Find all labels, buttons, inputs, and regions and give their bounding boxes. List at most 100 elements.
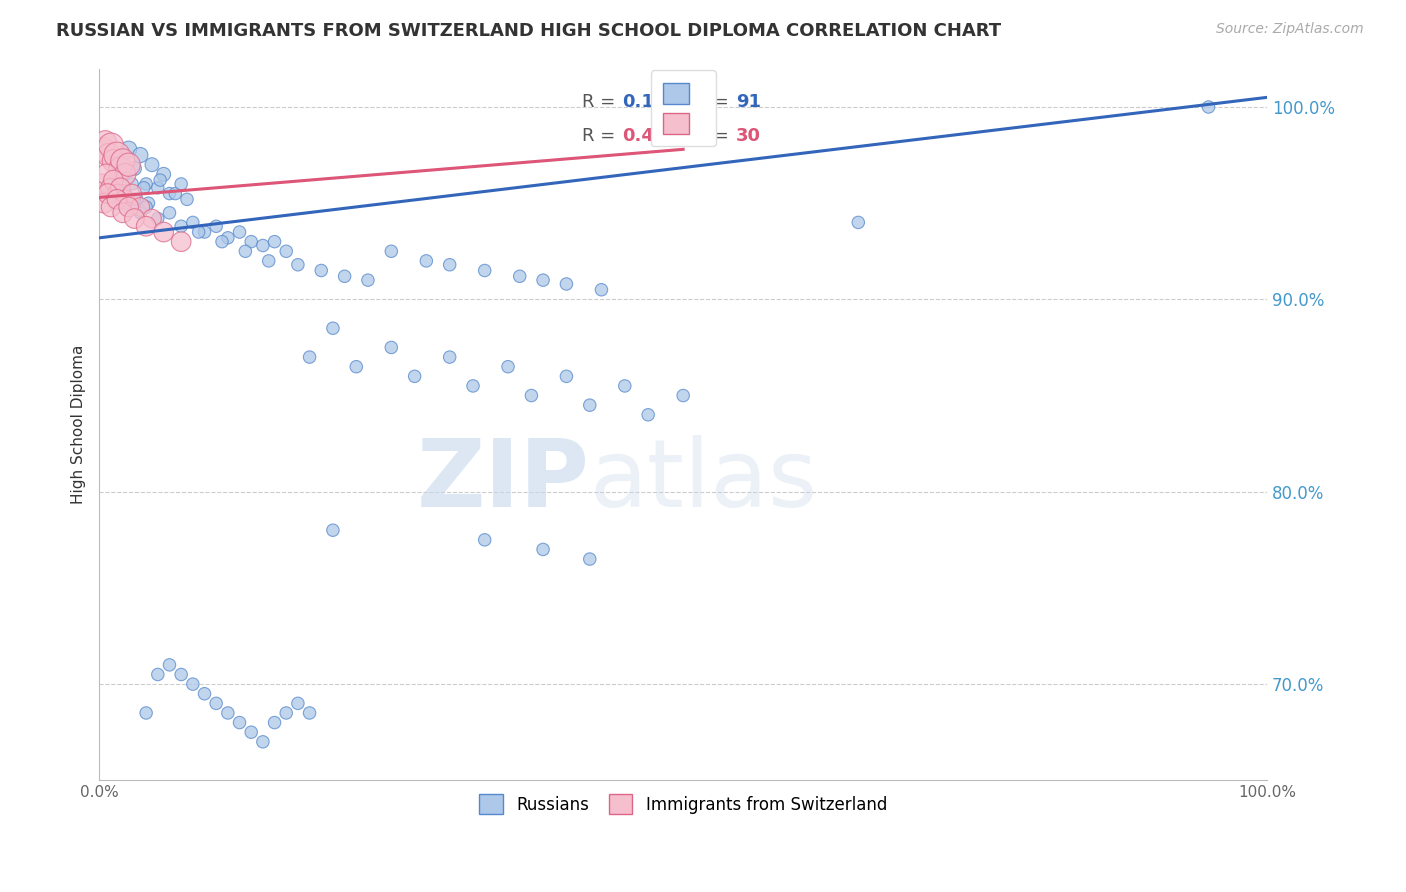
Point xyxy=(93,196,115,211)
Point xyxy=(555,369,578,384)
Point xyxy=(146,211,169,226)
Text: Source: ZipAtlas.com: Source: ZipAtlas.com xyxy=(1216,22,1364,37)
Point xyxy=(103,173,125,187)
Point xyxy=(114,186,136,201)
Text: 0.187: 0.187 xyxy=(623,94,679,112)
Point xyxy=(672,388,695,402)
Point xyxy=(111,206,134,220)
Point xyxy=(187,225,209,239)
Point xyxy=(217,231,239,245)
Point xyxy=(135,177,157,191)
Point xyxy=(149,173,172,187)
Text: 0.466: 0.466 xyxy=(623,127,679,145)
Point xyxy=(117,200,139,214)
Text: 91: 91 xyxy=(735,94,761,112)
Point xyxy=(1198,100,1220,114)
Point xyxy=(114,192,136,206)
Point xyxy=(141,211,163,226)
Text: R =: R = xyxy=(582,94,620,112)
Point xyxy=(129,206,152,220)
Point xyxy=(146,181,169,195)
Point xyxy=(333,269,356,284)
Point xyxy=(287,258,309,272)
Point xyxy=(205,697,228,711)
Point xyxy=(105,153,128,168)
Point xyxy=(276,706,298,720)
Point xyxy=(637,408,659,422)
Point xyxy=(846,215,869,229)
Point xyxy=(117,200,139,214)
Point xyxy=(181,215,204,229)
Point xyxy=(146,667,169,681)
Point xyxy=(322,321,344,335)
Point xyxy=(357,273,380,287)
Point xyxy=(159,657,181,672)
Point xyxy=(135,200,157,214)
Point xyxy=(263,715,285,730)
Point xyxy=(461,379,484,393)
Point xyxy=(298,350,321,364)
Point xyxy=(257,253,280,268)
Point xyxy=(100,200,122,214)
Point xyxy=(103,153,125,168)
Point xyxy=(170,219,193,234)
Point xyxy=(474,533,496,547)
Point xyxy=(97,148,120,162)
Point xyxy=(125,192,148,206)
Y-axis label: High School Diploma: High School Diploma xyxy=(72,344,86,504)
Point xyxy=(165,186,187,201)
Point xyxy=(124,161,146,176)
Text: 30: 30 xyxy=(735,127,761,145)
Point xyxy=(181,677,204,691)
Point xyxy=(496,359,519,374)
Point xyxy=(474,263,496,277)
Point xyxy=(240,725,263,739)
Point xyxy=(170,177,193,191)
Point xyxy=(100,138,122,153)
Point xyxy=(439,350,461,364)
Point xyxy=(111,167,134,181)
Point xyxy=(105,186,128,201)
Point xyxy=(117,142,139,156)
Point xyxy=(170,667,193,681)
Point xyxy=(520,388,543,402)
Point xyxy=(404,369,426,384)
Point xyxy=(100,177,122,191)
Point xyxy=(98,181,121,195)
Point xyxy=(114,167,136,181)
Point xyxy=(439,258,461,272)
Point xyxy=(152,225,174,239)
Text: atlas: atlas xyxy=(589,435,818,527)
Text: N =: N = xyxy=(683,94,735,112)
Point xyxy=(105,186,128,201)
Point xyxy=(531,542,554,557)
Point xyxy=(235,244,257,259)
Point xyxy=(129,148,152,162)
Point xyxy=(94,135,117,149)
Point xyxy=(217,706,239,720)
Point xyxy=(322,523,344,537)
Point xyxy=(111,196,134,211)
Point xyxy=(121,186,143,201)
Point xyxy=(298,706,321,720)
Point xyxy=(105,148,128,162)
Point xyxy=(380,244,402,259)
Point xyxy=(509,269,531,284)
Point xyxy=(287,697,309,711)
Point xyxy=(170,235,193,249)
Point xyxy=(129,200,152,214)
Point xyxy=(135,219,157,234)
Point xyxy=(159,206,181,220)
Point xyxy=(96,167,118,181)
Point xyxy=(555,277,578,291)
Legend: Russians, Immigrants from Switzerland: Russians, Immigrants from Switzerland xyxy=(468,783,898,825)
Point xyxy=(110,161,132,176)
Point xyxy=(591,283,613,297)
Point xyxy=(124,211,146,226)
Point xyxy=(121,177,143,191)
Point xyxy=(240,235,263,249)
Point xyxy=(176,192,198,206)
Point xyxy=(117,158,139,172)
Point xyxy=(252,238,274,252)
Point xyxy=(276,244,298,259)
